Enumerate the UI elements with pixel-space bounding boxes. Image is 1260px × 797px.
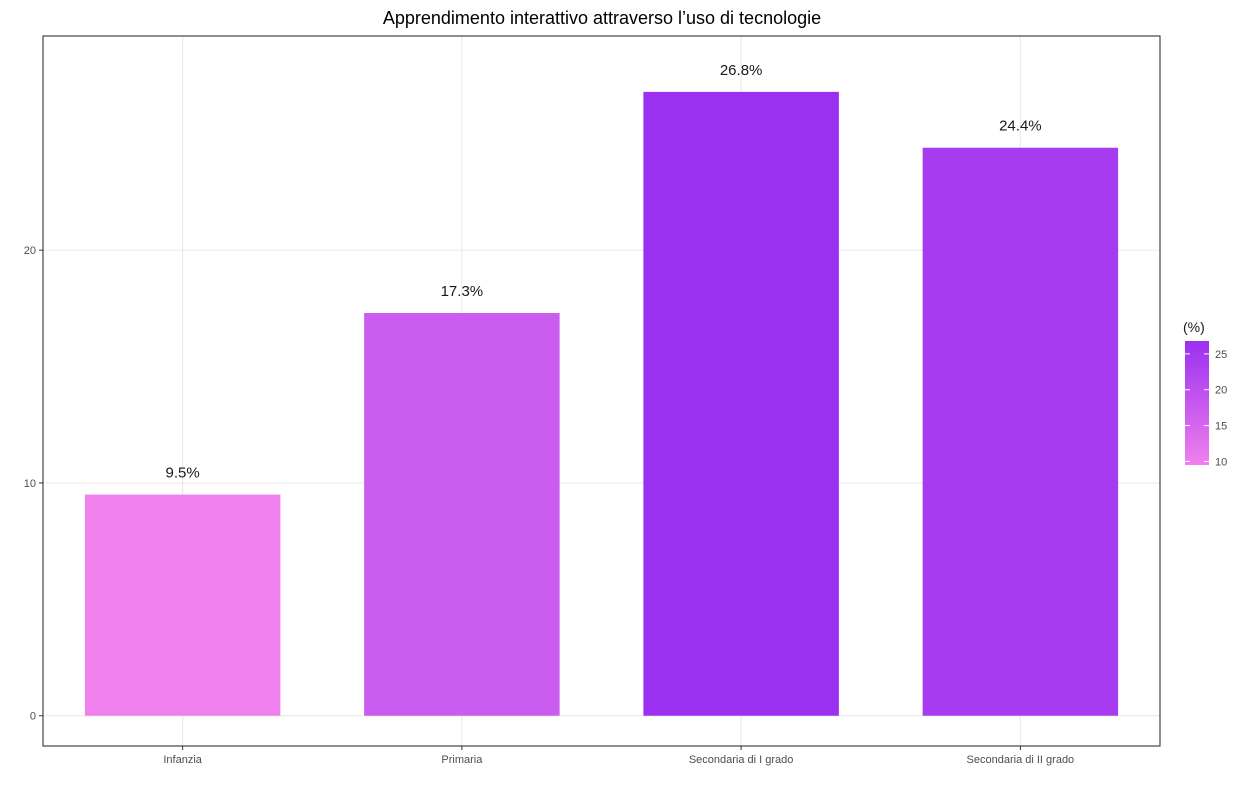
bar-3 bbox=[922, 147, 1119, 716]
x-tick-label: Secondaria di II grado bbox=[967, 754, 1075, 766]
y-tick-label: 20 bbox=[24, 245, 36, 257]
y-tick-label: 10 bbox=[24, 478, 36, 490]
panel-border bbox=[42, 35, 1161, 747]
bar-value-label: 17.3% bbox=[441, 283, 484, 300]
bar-2 bbox=[643, 91, 839, 716]
bar-0 bbox=[84, 494, 281, 716]
bar-labels: 9.5% 17.3% 26.8% 24.4% bbox=[166, 62, 1042, 482]
legend-colorbar bbox=[1185, 341, 1209, 465]
bars bbox=[84, 91, 1119, 716]
y-axis: 0 10 20 bbox=[24, 245, 43, 723]
legend-tick-label: 20 bbox=[1215, 385, 1227, 397]
legend-title: (%) bbox=[1183, 319, 1205, 335]
x-tick-label: Secondaria di I grado bbox=[689, 754, 794, 766]
bar-1 bbox=[364, 313, 560, 716]
legend-tick-label: 10 bbox=[1215, 456, 1227, 468]
bar-value-label: 9.5% bbox=[166, 465, 200, 482]
legend-tick-label: 15 bbox=[1215, 421, 1227, 433]
bar-value-label: 26.8% bbox=[720, 62, 763, 79]
legend-ticks: 10 15 20 25 bbox=[1185, 349, 1227, 468]
y-tick-label: 0 bbox=[30, 711, 36, 723]
legend: (%) 10 15 20 25 bbox=[1183, 319, 1227, 468]
x-axis: Infanzia Primaria Secondaria di I grado Sec… bbox=[163, 746, 1074, 766]
x-tick-label: Infanzia bbox=[163, 754, 202, 766]
chart-title: Apprendimento interattivo attraverso l’u… bbox=[383, 8, 821, 28]
bar-value-label: 24.4% bbox=[999, 118, 1042, 135]
legend-tick-label: 25 bbox=[1215, 349, 1227, 361]
x-tick-label: Primaria bbox=[441, 754, 483, 766]
